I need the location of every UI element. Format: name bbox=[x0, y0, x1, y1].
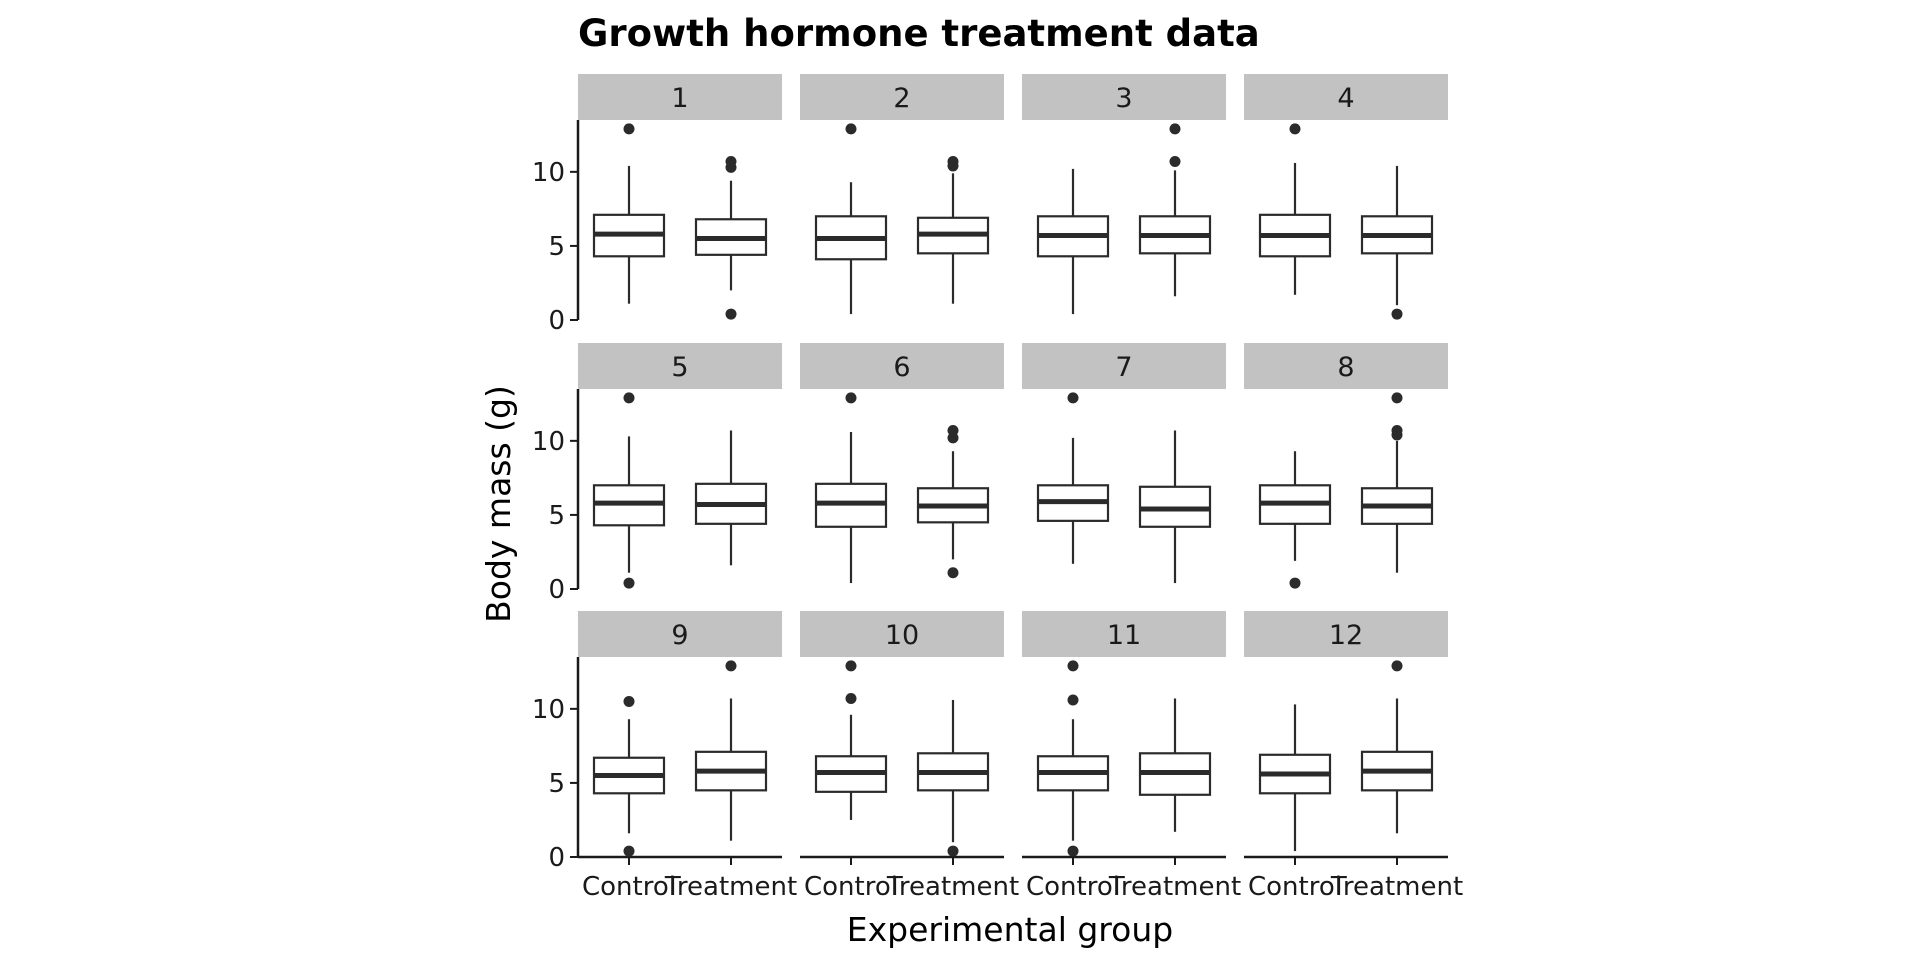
facet-panel-8: 8 bbox=[1244, 343, 1448, 589]
facet-strip-label: 3 bbox=[1115, 83, 1132, 114]
chart-title: Growth hormone treatment data bbox=[578, 12, 1260, 55]
outlier-point bbox=[845, 692, 857, 704]
facet-strip bbox=[1244, 611, 1448, 657]
facet-panel-4: 4 bbox=[1244, 74, 1448, 320]
outlier-point bbox=[623, 845, 635, 857]
facet-strip-label: 8 bbox=[1337, 352, 1354, 383]
x-tick-label: Control bbox=[582, 872, 676, 902]
outlier-point bbox=[845, 392, 857, 404]
outlier-point bbox=[1289, 123, 1301, 135]
outlier-point bbox=[623, 123, 635, 135]
facet-strip-label: 7 bbox=[1115, 352, 1132, 383]
outlier-point bbox=[1391, 392, 1403, 404]
x-tick-label: Control bbox=[1248, 872, 1342, 902]
outlier-point bbox=[845, 123, 857, 135]
outlier-point bbox=[725, 660, 737, 672]
outlier-point bbox=[947, 845, 959, 857]
facet-strip-label: 11 bbox=[1107, 620, 1141, 651]
outlier-point bbox=[1067, 660, 1079, 672]
facet-strip-label: 4 bbox=[1337, 83, 1354, 114]
outlier-point bbox=[1391, 308, 1403, 320]
facet-panel-3: 3 bbox=[1022, 74, 1226, 315]
facet-panel-6: 6 bbox=[800, 343, 1004, 584]
outlier-point bbox=[1289, 577, 1301, 589]
x-tick-label: Treatment bbox=[664, 872, 797, 902]
outlier-point bbox=[623, 695, 635, 707]
x-tick-label: Treatment bbox=[1108, 872, 1241, 902]
facet-strip bbox=[1244, 343, 1448, 389]
x-tick-label: Control bbox=[804, 872, 898, 902]
x-tick-label: Control bbox=[1026, 872, 1120, 902]
y-tick-label: 10 bbox=[532, 695, 565, 725]
y-tick-label: 0 bbox=[548, 575, 565, 605]
facet-strip-label: 6 bbox=[893, 352, 910, 383]
facet-strip bbox=[1022, 74, 1226, 120]
facet-strip bbox=[1022, 611, 1226, 657]
facet-panel-2: 2 bbox=[800, 74, 1004, 315]
y-tick-label: 5 bbox=[548, 501, 565, 531]
facet-strip bbox=[1022, 343, 1226, 389]
facet-strip-label: 9 bbox=[671, 620, 688, 651]
y-tick-label: 5 bbox=[548, 769, 565, 799]
facet-strip-label: 10 bbox=[885, 620, 919, 651]
x-tick-label: Treatment bbox=[886, 872, 1019, 902]
y-axis-title: Body mass (g) bbox=[479, 385, 518, 623]
outlier-point bbox=[725, 308, 737, 320]
outlier-point bbox=[1169, 155, 1181, 167]
facet-strip bbox=[578, 611, 782, 657]
y-tick-label: 0 bbox=[548, 306, 565, 336]
outlier-point bbox=[947, 567, 959, 579]
outlier-point bbox=[1169, 123, 1181, 135]
outlier-point bbox=[1067, 392, 1079, 404]
outlier-point bbox=[725, 155, 737, 167]
facet-strip bbox=[800, 611, 1004, 657]
facet-panel-7: 7 bbox=[1022, 343, 1226, 584]
facet-strip-label: 5 bbox=[671, 352, 688, 383]
outlier-point bbox=[1067, 694, 1079, 706]
facet-strip-label: 1 bbox=[671, 83, 688, 114]
outlier-point bbox=[1391, 424, 1403, 436]
facet-panel-5: 5 0 5 10 bbox=[532, 343, 782, 605]
outlier-point bbox=[845, 660, 857, 672]
outlier-point bbox=[623, 392, 635, 404]
x-axis-title: Experimental group bbox=[847, 910, 1173, 949]
facet-strip bbox=[1244, 74, 1448, 120]
outlier-point bbox=[947, 155, 959, 167]
facet-strip-label: 2 bbox=[893, 83, 910, 114]
facet-strip-label: 12 bbox=[1329, 620, 1363, 651]
facet-strip bbox=[800, 343, 1004, 389]
x-tick-label: Treatment bbox=[1330, 872, 1463, 902]
facet-strip bbox=[578, 343, 782, 389]
y-tick-label: 10 bbox=[532, 158, 565, 188]
y-tick-label: 0 bbox=[548, 843, 565, 873]
y-tick-label: 5 bbox=[548, 232, 565, 262]
facet-strip bbox=[800, 74, 1004, 120]
outlier-point bbox=[1391, 660, 1403, 672]
outlier-point bbox=[947, 424, 959, 436]
facet-strip bbox=[578, 74, 782, 120]
outlier-point bbox=[1067, 845, 1079, 857]
y-tick-label: 10 bbox=[532, 427, 565, 457]
outlier-point bbox=[623, 577, 635, 589]
